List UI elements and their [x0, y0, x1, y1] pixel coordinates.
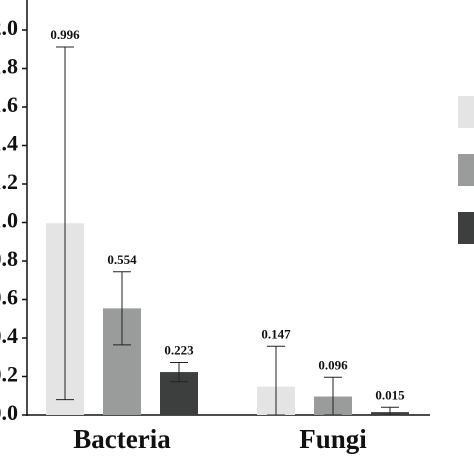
legend-swatch [458, 154, 474, 186]
y-tick-label: 1.8 [0, 54, 18, 79]
y-tick-label: 0.0 [0, 400, 18, 425]
y-tick-label: 1.2 [0, 169, 18, 194]
y-tick-label: 0.2 [0, 362, 18, 387]
legend-swatch [458, 212, 474, 244]
value-label: 0.223 [164, 342, 194, 357]
y-tick-label: 2.0 [0, 15, 18, 40]
y-tick-label: 0.8 [0, 246, 18, 271]
value-label: 0.996 [50, 27, 80, 42]
y-tick-label: 1.4 [0, 131, 18, 156]
x-tick-label: Fungi [299, 424, 367, 454]
y-tick-label: 0.6 [0, 285, 18, 310]
legend-swatch [458, 96, 474, 128]
value-label: 0.096 [318, 357, 348, 372]
y-tick-label: 1.0 [0, 208, 18, 233]
y-tick-label: 1.6 [0, 92, 18, 117]
value-label: 0.147 [261, 326, 291, 341]
value-label: 0.554 [107, 252, 137, 267]
y-tick-label: 0.4 [0, 323, 18, 348]
value-label: 0.015 [375, 387, 405, 402]
x-tick-label: Bacteria [73, 424, 171, 454]
